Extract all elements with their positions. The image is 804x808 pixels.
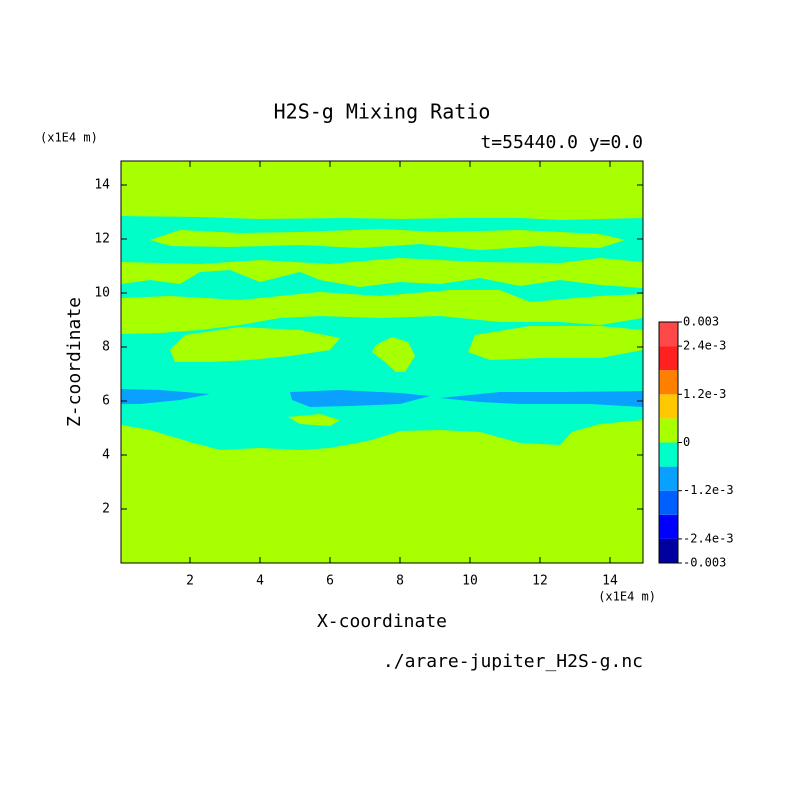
contour-region xyxy=(170,327,340,362)
source-file: ./arare-jupiter_H2S-g.nc xyxy=(383,651,643,672)
x-unit: (x1E4 m) xyxy=(598,590,656,604)
colorbar-band xyxy=(659,538,678,563)
colorbar-band xyxy=(659,346,678,371)
y-tick-label: 10 xyxy=(94,286,110,301)
y-tick-label: 14 xyxy=(94,178,110,193)
y-tick-label: 2 xyxy=(102,502,110,517)
y-unit: (x1E4 m) xyxy=(40,131,98,145)
chart-title: H2S-g Mixing Ratio xyxy=(274,100,491,124)
y-tick-label: 8 xyxy=(102,340,110,355)
plot-frame xyxy=(120,160,644,564)
x-tick-label: 14 xyxy=(602,574,618,589)
colorbar-label: 0 xyxy=(683,435,690,449)
x-tick-label: 8 xyxy=(396,574,404,589)
y-tick-label: 6 xyxy=(102,394,110,409)
contour-region xyxy=(288,414,340,426)
x-axis-label: X-coordinate xyxy=(317,611,447,632)
colorbar-label: -1.2e-3 xyxy=(683,483,734,497)
colorbar-label: -2.4e-3 xyxy=(683,531,734,545)
colorbar-band xyxy=(659,370,678,395)
contour-region xyxy=(121,389,210,404)
contour-region xyxy=(440,391,643,407)
x-tick-label: 2 xyxy=(186,574,194,589)
y-axis-label: Z-coordinate xyxy=(64,297,85,427)
contour-region xyxy=(121,290,643,334)
contour-region xyxy=(121,258,643,288)
contour-region xyxy=(290,390,430,407)
colorbar-label: -0.003 xyxy=(683,556,726,570)
colorbar-label: 2.4e-3 xyxy=(683,339,726,353)
contour-region xyxy=(150,229,625,250)
y-tick-label: 4 xyxy=(102,448,110,463)
chart-subtitle: t=55440.0 y=0.0 xyxy=(480,132,643,153)
contour-region xyxy=(468,326,643,360)
colorbar-label: 0.003 xyxy=(683,315,719,329)
x-tick-label: 12 xyxy=(532,574,548,589)
x-tick-label: 4 xyxy=(256,574,264,589)
colorbar-label: 1.2e-3 xyxy=(683,387,726,401)
colorbar-band xyxy=(659,514,678,539)
x-tick-label: 10 xyxy=(462,574,478,589)
y-tick-label: 12 xyxy=(94,232,110,247)
colorbar-band xyxy=(659,418,678,443)
x-tick-label: 6 xyxy=(326,574,334,589)
contour-region xyxy=(372,337,415,372)
colorbar-band xyxy=(659,490,678,515)
colorbar-band xyxy=(659,466,678,491)
colorbar-band xyxy=(659,322,678,347)
colorbar-band xyxy=(659,442,678,467)
colorbar-band xyxy=(659,394,678,419)
